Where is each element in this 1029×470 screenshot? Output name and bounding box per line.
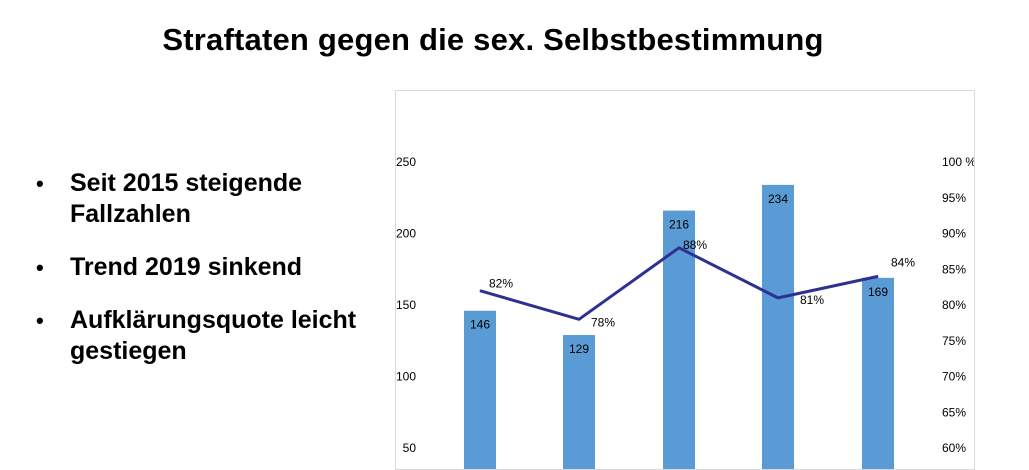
bullet-dot-icon: • <box>36 171 44 196</box>
right-tick-label: 85% <box>942 262 966 276</box>
right-tick-label: 60% <box>942 441 966 455</box>
right-tick-label: 70% <box>942 370 966 384</box>
bar-data-label: 129 <box>569 342 589 356</box>
line-data-label: 88% <box>683 238 707 252</box>
right-tick-label: 95% <box>942 191 966 205</box>
line-data-label: 81% <box>800 293 824 307</box>
line-point <box>578 318 580 320</box>
line-data-label: 78% <box>591 315 615 329</box>
bullet-item: • Trend 2019 sinkend <box>36 252 366 283</box>
left-tick-label: 250 <box>396 155 416 169</box>
bar-series: 146 129 216 234 169 <box>464 184 894 469</box>
bar <box>862 277 894 469</box>
bullet-item: • Seit 2015 steigende Fallzahlen <box>36 168 366 230</box>
bar <box>464 310 496 469</box>
bullet-item: • Aufklärungsquote leicht gestiegen <box>36 305 366 367</box>
bar <box>563 335 595 469</box>
right-tick-label: 75% <box>942 334 966 348</box>
line-series: 82% 78% 88% 81% 84% <box>479 238 915 329</box>
chart-frame: 50 100 150 200 250 60% 65% 70% 75% 80% 85% 90% 95% 1… <box>395 90 975 470</box>
bar-data-label: 234 <box>768 192 788 206</box>
left-tick-label: 150 <box>396 298 416 312</box>
combo-chart: 50 100 150 200 250 60% 65% 70% 75% 80% 85% 90% 95% 1… <box>396 155 974 469</box>
line-point <box>479 290 481 292</box>
bullet-list: • Seit 2015 steigende Fallzahlen • Trend 2… <box>36 168 366 389</box>
right-tick-label: 65% <box>942 405 966 419</box>
right-tick-label: 90% <box>942 227 966 241</box>
bullet-text: Seit 2015 steigende Fallzahlen <box>70 169 303 228</box>
line-data-label: 84% <box>891 255 915 269</box>
bar-data-label: 146 <box>470 318 490 332</box>
left-tick-label: 100 <box>396 370 416 384</box>
bar-data-label: 169 <box>868 285 888 299</box>
bullet-dot-icon: • <box>36 308 44 333</box>
line-point <box>877 275 879 277</box>
bullet-text: Trend 2019 sinkend <box>70 253 303 281</box>
left-axis: 50 100 150 200 250 <box>396 155 416 455</box>
bar <box>762 184 794 469</box>
left-tick-label: 200 <box>396 227 416 241</box>
line-data-label: 82% <box>489 277 513 291</box>
right-axis: 60% 65% 70% 75% 80% 85% 90% 95% 100 % <box>942 155 974 455</box>
slide-title: Straftaten gegen die sex. Selbstbestimmu… <box>162 22 824 57</box>
left-tick-label: 50 <box>403 441 417 455</box>
line-point <box>777 297 779 299</box>
bar-data-label: 216 <box>669 218 689 232</box>
right-tick-label: 100 % <box>942 155 974 169</box>
bullet-text: Aufklärungsquote leicht gestiegen <box>70 306 357 365</box>
right-tick-label: 80% <box>942 298 966 312</box>
line-point <box>678 247 680 249</box>
bullet-dot-icon: • <box>36 255 44 280</box>
